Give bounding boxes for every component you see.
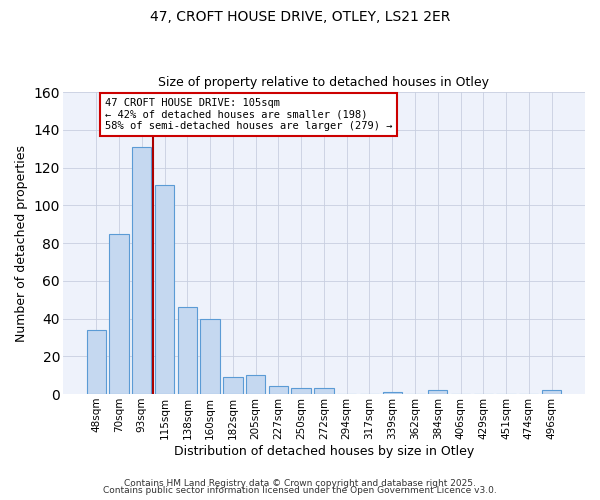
Bar [269,386,288,394]
Bar [178,307,197,394]
Text: Contains public sector information licensed under the Open Government Licence v3: Contains public sector information licen… [103,486,497,495]
Bar [223,377,242,394]
Y-axis label: Number of detached properties: Number of detached properties [15,144,28,342]
Bar [428,390,448,394]
Bar [200,318,220,394]
Title: Size of property relative to detached houses in Otley: Size of property relative to detached ho… [158,76,490,90]
Bar [542,390,561,394]
Bar [155,184,174,394]
Bar [109,234,128,394]
Bar [292,388,311,394]
Bar [246,375,265,394]
Bar [314,388,334,394]
Bar [383,392,402,394]
Text: 47, CROFT HOUSE DRIVE, OTLEY, LS21 2ER: 47, CROFT HOUSE DRIVE, OTLEY, LS21 2ER [150,10,450,24]
Text: 47 CROFT HOUSE DRIVE: 105sqm
← 42% of detached houses are smaller (198)
58% of s: 47 CROFT HOUSE DRIVE: 105sqm ← 42% of de… [105,98,392,131]
Text: Contains HM Land Registry data © Crown copyright and database right 2025.: Contains HM Land Registry data © Crown c… [124,478,476,488]
Bar [132,147,151,394]
Bar [86,330,106,394]
X-axis label: Distribution of detached houses by size in Otley: Distribution of detached houses by size … [174,444,474,458]
